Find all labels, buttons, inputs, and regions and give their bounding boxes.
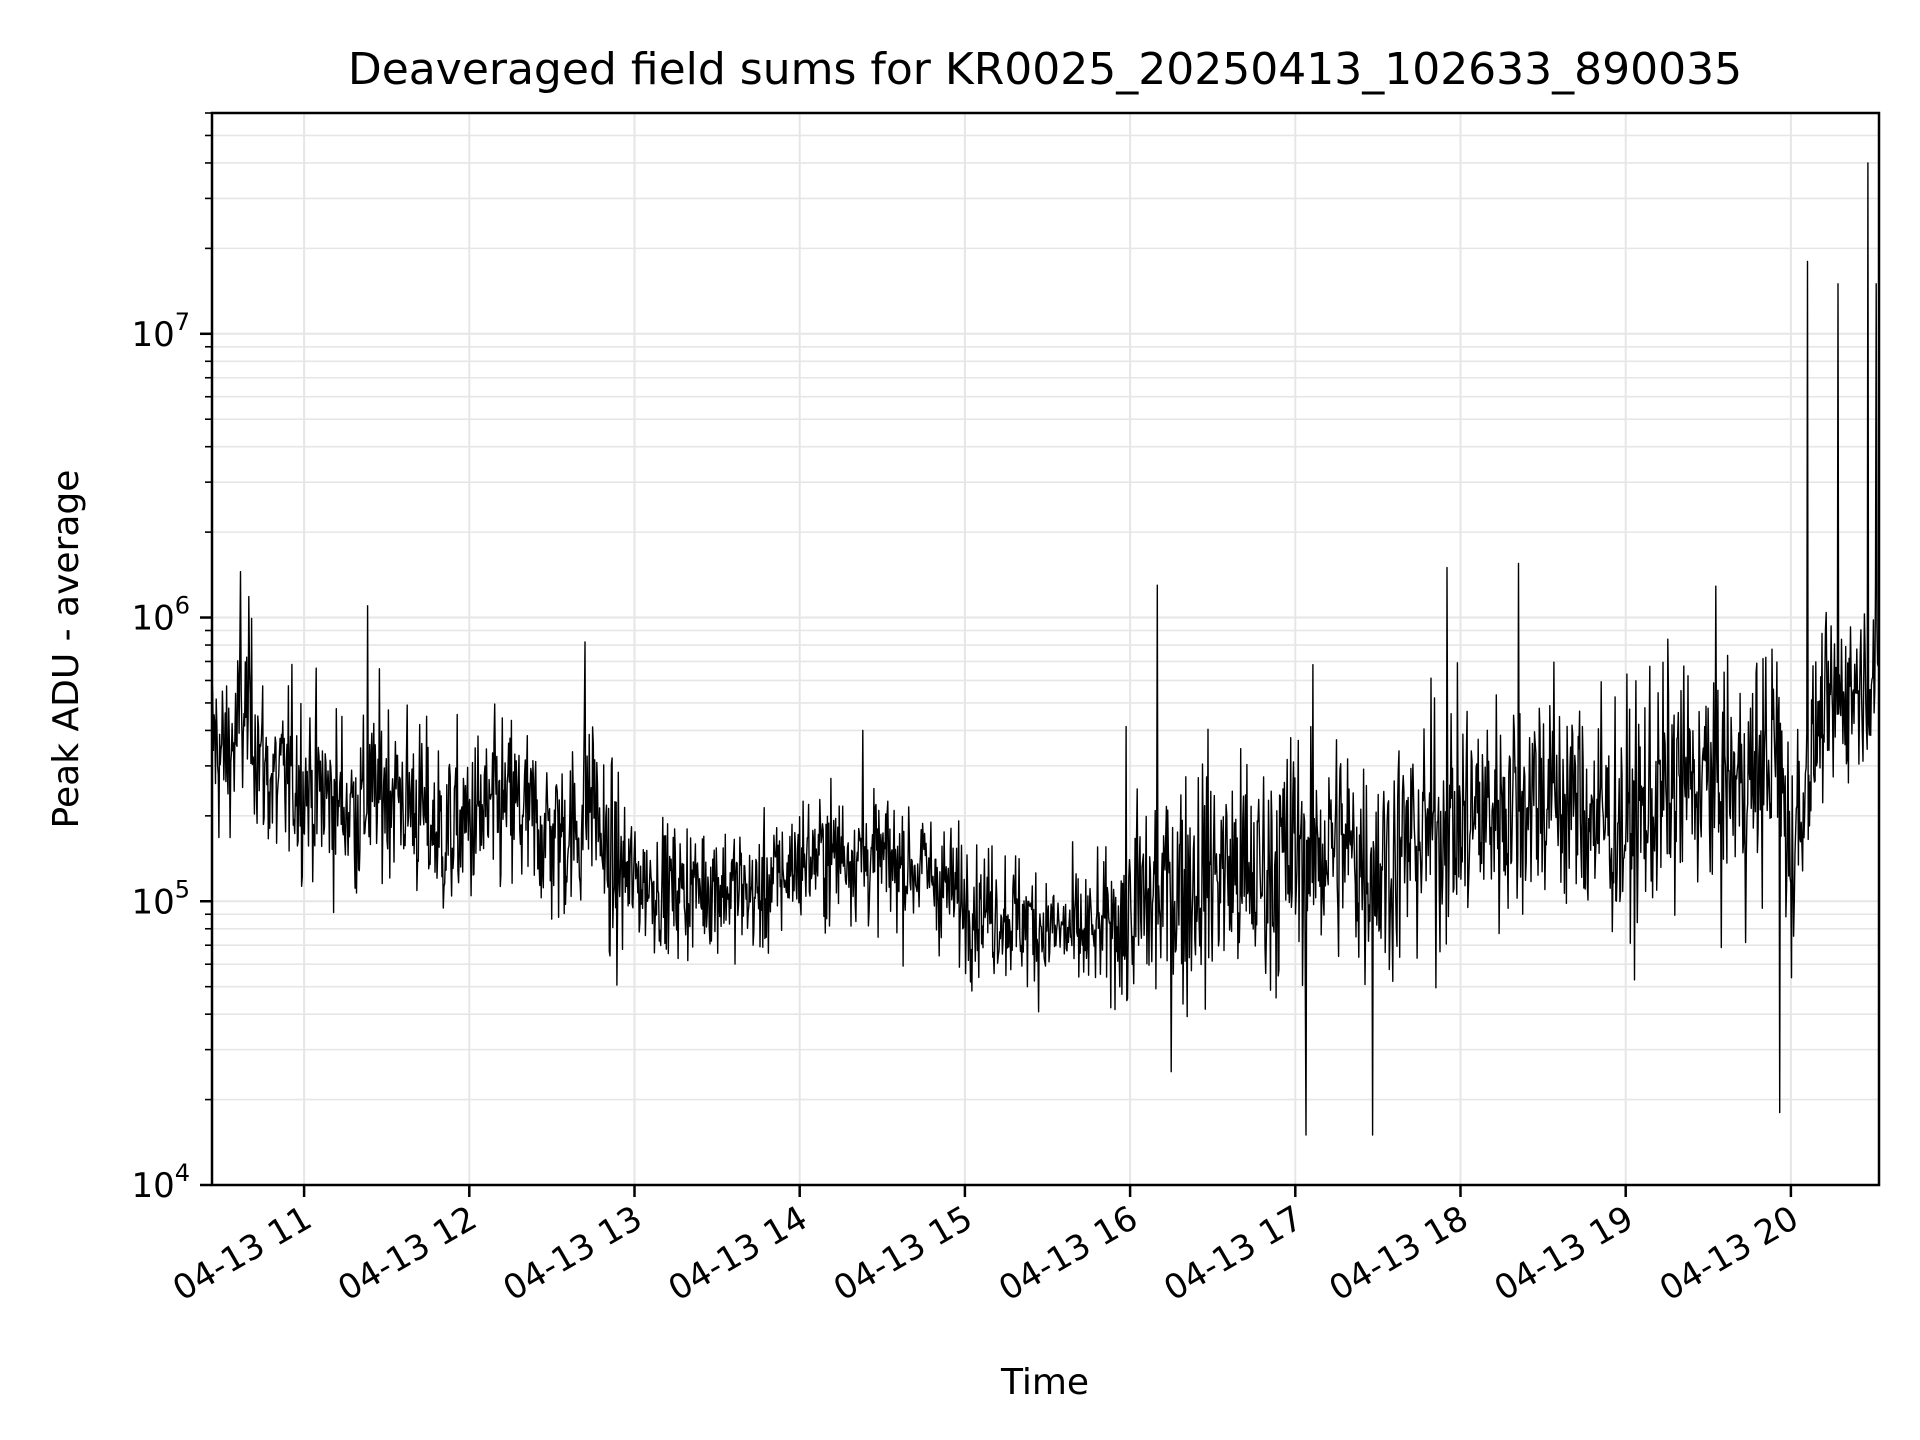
y-axis-label: Peak ADU - average — [46, 470, 87, 829]
chart-title: Deaveraged field sums for KR0025_2025041… — [348, 44, 1742, 95]
data-series-line — [211, 162, 1880, 1136]
y-tick-label: 107 — [131, 308, 190, 355]
y-tick-label: 104 — [131, 1159, 190, 1206]
x-axis-label: Time — [1000, 1362, 1089, 1403]
y-tick-label: 106 — [131, 592, 190, 639]
series-line — [211, 162, 1880, 1136]
y-axis-ticks: 104 105 106 107 — [131, 112, 212, 1206]
y-tick-label: 105 — [131, 875, 190, 922]
plot-frame — [210, 111, 1881, 1187]
